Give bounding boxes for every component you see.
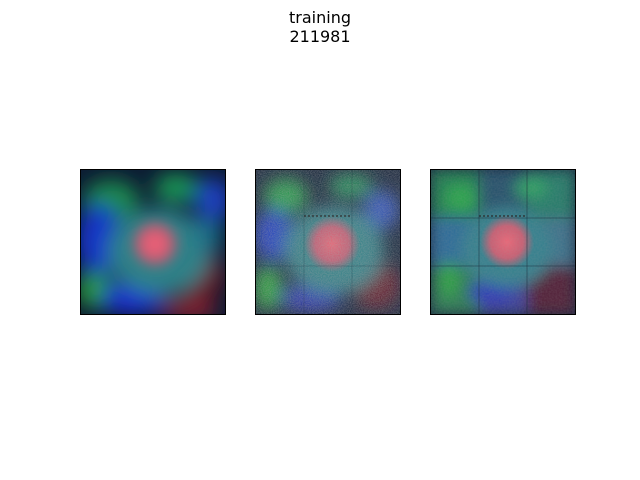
image-panel-1 (80, 169, 226, 315)
title-line-step: 211981 (289, 27, 351, 46)
image-panel-2 (255, 169, 401, 315)
image-3-svg (431, 170, 575, 314)
figure-title: training 211981 (0, 8, 640, 46)
image-1-svg (81, 170, 225, 314)
image-panel-3 (430, 169, 576, 315)
image-2-svg (256, 170, 400, 314)
title-line-training: training (289, 8, 351, 27)
